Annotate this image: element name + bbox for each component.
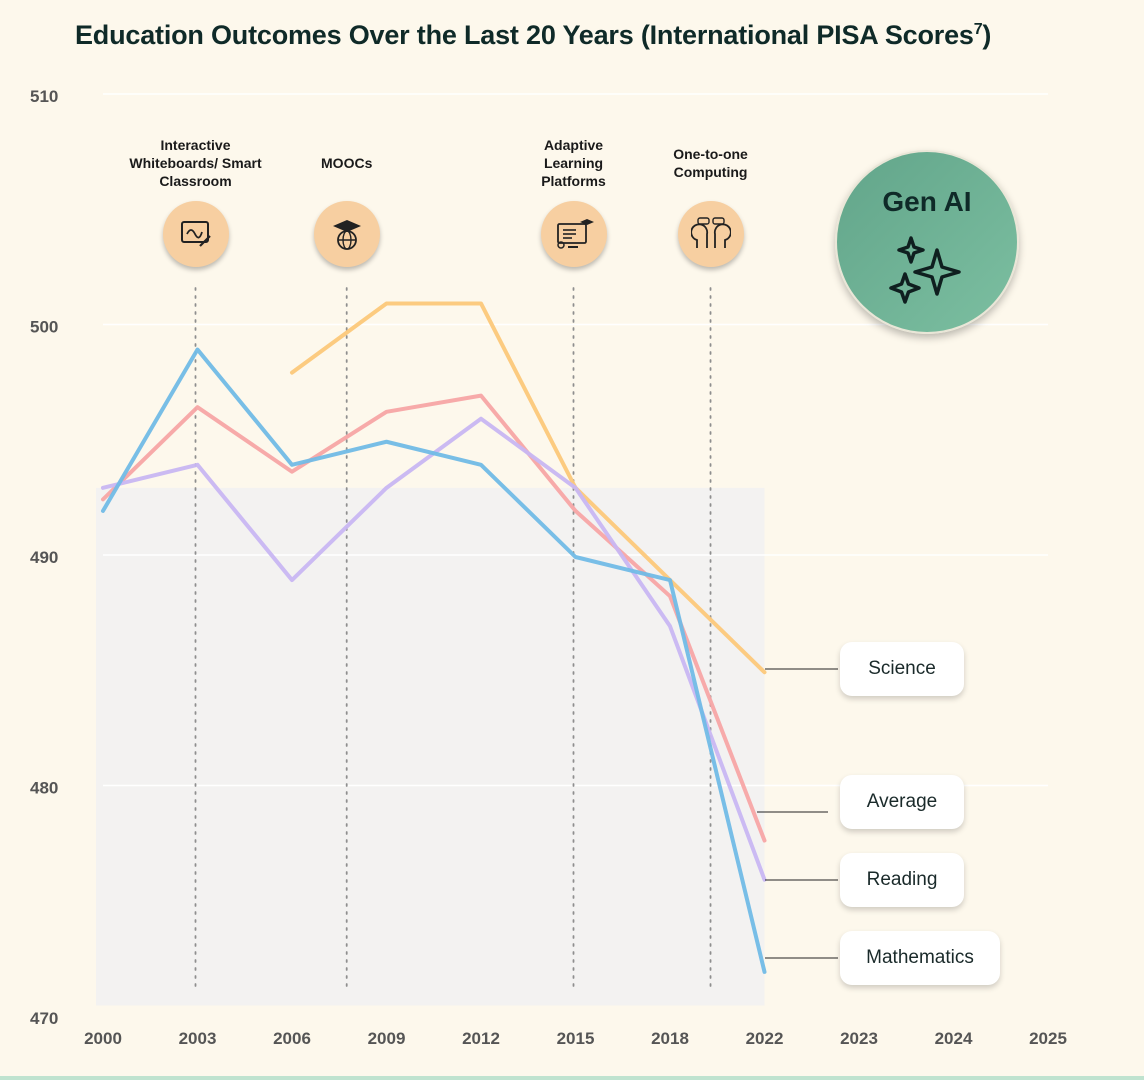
x-tick-label: 2000 — [84, 1029, 122, 1048]
annotation-icon-badge — [677, 201, 744, 267]
chart-title: Education Outcomes Over the Last 20 Year… — [75, 20, 991, 51]
whiteboard-icon — [180, 221, 211, 247]
sparkles-icon — [889, 236, 961, 304]
legend-item-average: Average — [840, 775, 964, 829]
legend-item-science: Science — [840, 642, 964, 696]
bottom-border — [0, 1076, 1144, 1080]
annotation-icon-badge — [540, 201, 607, 267]
y-tick-label: 470 — [30, 1009, 58, 1028]
gen-ai-badge: Gen AI — [835, 150, 1019, 334]
y-tick-label: 490 — [30, 548, 58, 567]
annotation-label: One-to-one Computing — [673, 146, 748, 180]
chart-title-close: ) — [982, 20, 992, 50]
gen-ai-label: Gen AI — [882, 186, 972, 217]
y-tick-label: 510 — [30, 87, 58, 106]
y-tick-label: 500 — [30, 318, 58, 337]
legend-item-reading: Reading — [840, 853, 964, 907]
annotation-icon-badge — [313, 201, 380, 267]
x-tick-label: 2025 — [1029, 1029, 1067, 1048]
x-tick-label: 2006 — [273, 1029, 311, 1048]
two-heads-chat-icon — [690, 217, 731, 248]
series-line-mathematics — [101, 347, 767, 974]
legend-item-mathematics: Mathematics — [840, 931, 1000, 985]
x-tick-label: 2022 — [746, 1029, 784, 1048]
x-tick-label: 2015 — [557, 1029, 595, 1048]
x-tick-label: 2024 — [935, 1029, 973, 1048]
chart-title-footnote: 7 — [973, 21, 983, 38]
annotation-label: Adaptive Learning Platforms — [541, 137, 606, 189]
annotation-label: MOOCs — [321, 155, 373, 171]
graduation-globe-icon — [332, 220, 361, 250]
y-tick-label: 480 — [30, 779, 58, 798]
x-tick-label: 2012 — [462, 1029, 500, 1048]
x-tick-label: 2023 — [840, 1029, 878, 1048]
series-line-average — [101, 393, 767, 843]
x-tick-label: 2018 — [651, 1029, 689, 1048]
x-tick-label: 2009 — [368, 1029, 406, 1048]
series-line-science — [290, 301, 767, 675]
annotation-label: Interactive Whiteboards/ Smart Classroom — [129, 137, 262, 189]
x-tick-label: 2003 — [179, 1029, 217, 1048]
annotation-icon-badge — [162, 201, 229, 267]
chart-title-text: Education Outcomes Over the Last 20 Year… — [75, 20, 974, 50]
adaptive-screen-icon — [556, 219, 594, 249]
